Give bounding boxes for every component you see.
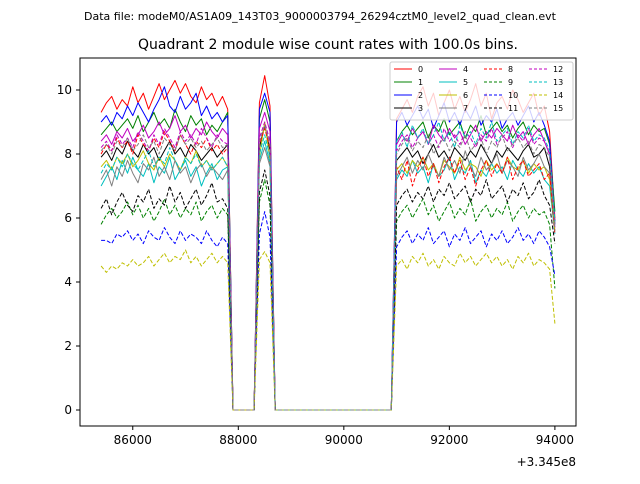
x-tick-label: 90000	[325, 433, 363, 447]
plot-frame	[79, 57, 577, 427]
y-axis: 0 2 4 6 8 10	[57, 83, 80, 417]
y-tick-label: 8	[64, 147, 72, 161]
legend-label-13: 13	[553, 78, 563, 87]
legend-label-5: 5	[463, 78, 468, 87]
chart-title: Quadrant 2 module wise count rates with …	[138, 37, 518, 53]
legend-label-7: 7	[463, 104, 468, 113]
legend-label-0: 0	[418, 65, 423, 74]
legend-label-4: 4	[463, 65, 468, 74]
x-axis: 86000 88000 90000 92000 94000	[114, 426, 574, 447]
y-tick-label: 0	[64, 403, 72, 417]
x-tick-label: 92000	[430, 433, 468, 447]
series-line-13	[100, 121, 556, 411]
legend-label-9: 9	[508, 78, 513, 87]
y-tick-label: 2	[64, 339, 72, 353]
legend-label-10: 10	[508, 91, 518, 100]
x-tick-label: 94000	[536, 433, 574, 447]
legend-box	[389, 61, 574, 121]
legend-label-12: 12	[553, 65, 563, 74]
legend-label-15: 15	[553, 104, 563, 113]
x-tick-label: 86000	[114, 433, 152, 447]
legend-label-11: 11	[508, 104, 518, 113]
plot-area	[79, 57, 577, 427]
data-file-label: Data file: modeM0/AS1A09_143T03_90000037…	[84, 10, 557, 23]
legend-label-2: 2	[418, 91, 423, 100]
legend-label-8: 8	[508, 65, 513, 74]
y-tick-label: 4	[64, 275, 72, 289]
legend-label-1: 1	[418, 78, 423, 87]
y-tick-label: 10	[57, 83, 72, 97]
legend-label-3: 3	[418, 104, 423, 113]
legend-label-14: 14	[553, 91, 563, 100]
series-line-15	[100, 124, 556, 411]
y-tick-label: 6	[64, 211, 72, 225]
legend-label-6: 6	[463, 91, 468, 100]
x-tick-label: 88000	[219, 433, 257, 447]
x-offset-label: +3.345e8	[517, 455, 576, 469]
